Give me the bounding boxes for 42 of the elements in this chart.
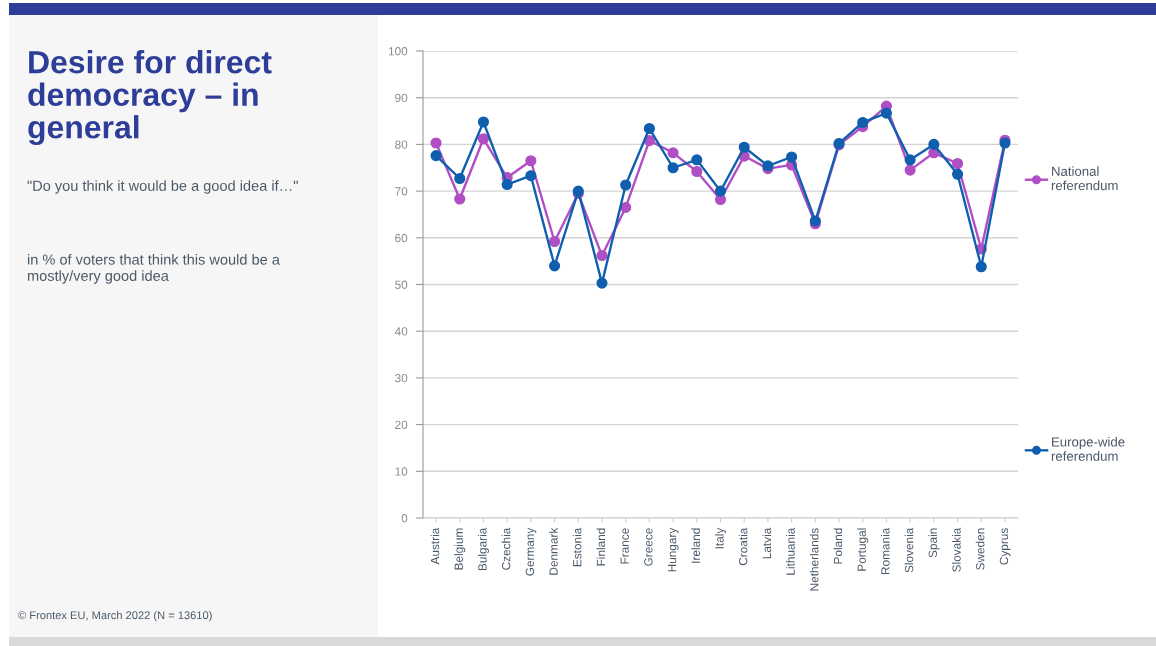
x-tick-label: Poland [833, 528, 843, 564]
x-tick-label: Netherlands [809, 528, 819, 591]
y-tick-label: 60 [395, 233, 408, 243]
x-tick-label: Finland [596, 528, 606, 566]
x-tick-label: Slovenia [904, 527, 914, 573]
y-tick-label: 90 [395, 93, 408, 103]
y-tick-label: 20 [395, 420, 408, 429]
x-tick-label: France [620, 528, 629, 564]
text: in % of voters that think this would be a mostly/very good idea [27, 254, 280, 284]
x-tick-label: Spain [928, 528, 940, 558]
x-tick-label: Germany [525, 527, 537, 576]
x-tick-label: Hungary [668, 527, 679, 572]
x-tick-label: Belgium [454, 528, 466, 570]
x-tick-label: Slovakia [952, 527, 961, 572]
y-tick-label: 0 [401, 514, 408, 523]
legend-label: National referendum [1051, 166, 1118, 191]
x-tick-label: Austria [430, 527, 440, 565]
x-tick-label: Greece [644, 528, 653, 566]
y-tick-label: 70 [395, 187, 408, 196]
text: Desire for direct democracy – in general [28, 50, 272, 146]
y-tick-label: 10 [395, 467, 408, 476]
x-tick-label: Denmark [549, 527, 558, 575]
x-tick-label: Latvia [762, 527, 772, 559]
text: "Do you think it would be a good idea if…" [27, 180, 298, 194]
x-tick-label: Czechia [501, 527, 511, 570]
y-tick-label: 30 [395, 373, 408, 383]
x-tick-label: Croatia [738, 527, 748, 566]
x-tick-label: Estonia [572, 527, 582, 567]
x-tick-label: Lithuania [786, 527, 795, 575]
x-tick-label: Cyprus [999, 528, 1011, 565]
y-tick-label: 40 [394, 327, 408, 336]
x-tick-label: Sweden [975, 528, 985, 570]
x-tick-label: Romania [880, 527, 890, 574]
legend-label: Europe-wide referendum [1051, 436, 1125, 461]
y-tick-label: 50 [395, 280, 408, 289]
x-tick-label: Portugal [857, 528, 869, 571]
x-tick-label: Bulgaria [477, 527, 489, 571]
text: © Frontex EU, March 2022 (N = 13610) [18, 611, 212, 622]
y-tick-label: 100 [388, 47, 408, 56]
y-tick-label: 80 [395, 140, 408, 149]
x-tick-label: Italy [715, 527, 726, 549]
x-tick-label: Ireland [691, 528, 700, 563]
